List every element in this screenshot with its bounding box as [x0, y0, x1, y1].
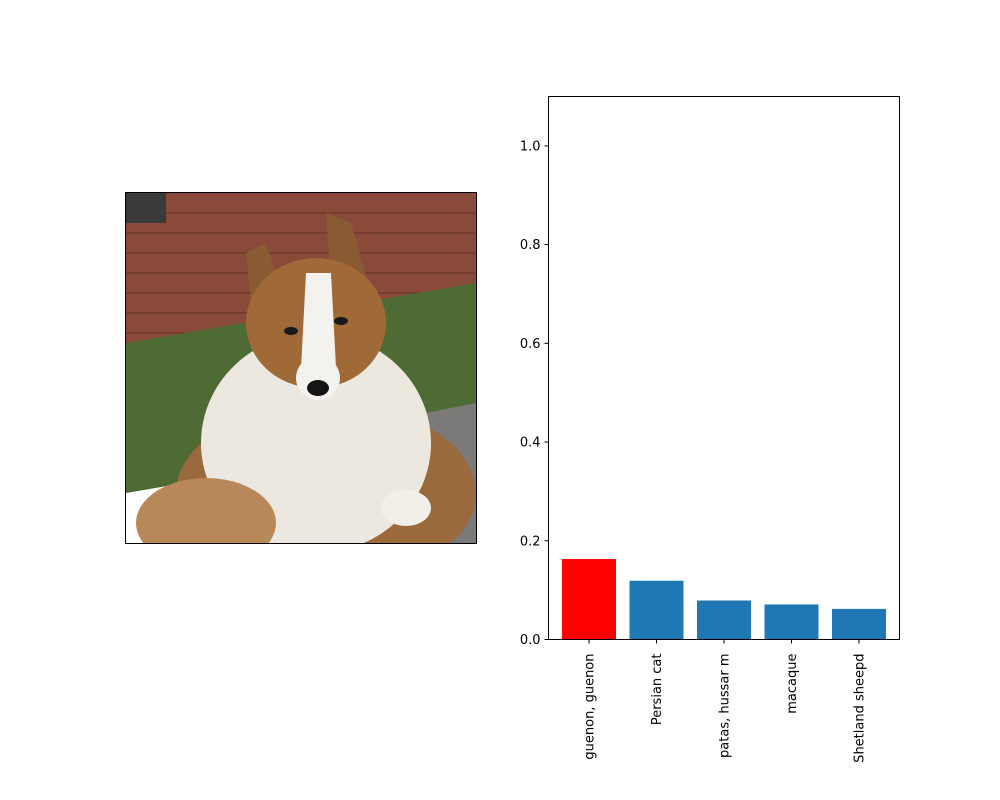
dog-blaze	[301, 273, 336, 368]
plot-frame	[548, 96, 900, 640]
dog-photo	[126, 193, 476, 543]
bar-1	[629, 580, 684, 640]
bar-group	[562, 559, 886, 640]
wall-shadow	[126, 193, 166, 223]
x-axis: guenon, guenon Persian cat patas, hussar m…	[583, 639, 868, 763]
dog-paw	[381, 490, 431, 526]
y-tick-label: 0.2	[520, 534, 541, 549]
dog-left-eye	[284, 327, 298, 335]
y-tick-label: 1.0	[520, 139, 541, 154]
dog-right-eye	[334, 317, 348, 325]
dog-leg	[136, 478, 276, 543]
dog-mane	[201, 333, 431, 543]
y-tick-label: 0.4	[520, 436, 541, 451]
bar-3	[764, 604, 819, 640]
bar-4	[832, 608, 886, 640]
bar-0	[562, 559, 616, 640]
bar-2	[697, 600, 751, 640]
dog-muzzle	[296, 356, 340, 400]
x-tick-label: macaque	[785, 653, 800, 713]
x-tick-label: guenon, guenon	[583, 654, 598, 760]
y-tick-label: 0.0	[520, 633, 541, 648]
x-tick-label: Persian cat	[650, 654, 665, 726]
x-tick-label: Shetland sheepd	[853, 654, 868, 763]
y-tick-label: 0.6	[520, 337, 541, 352]
y-tick-label: 0.8	[520, 238, 541, 253]
dog-photo-panel	[125, 192, 477, 544]
y-axis: 0.0 0.2 0.4 0.6 0.8 1.0	[520, 139, 549, 648]
x-tick-label: patas, hussar m	[718, 654, 733, 758]
dog-nose	[307, 380, 329, 396]
